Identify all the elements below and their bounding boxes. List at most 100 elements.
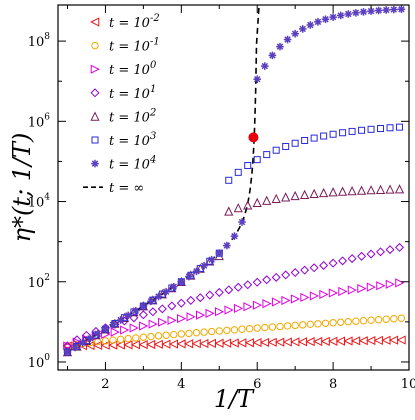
data-point	[397, 314, 406, 322]
data-point	[283, 322, 292, 330]
data-point	[263, 151, 271, 159]
data-point-stroke	[132, 307, 140, 314]
data-point-stroke	[155, 293, 162, 300]
data-point	[375, 184, 386, 194]
legend-exponent: 3	[150, 131, 156, 142]
data-point	[336, 318, 345, 326]
data-point	[376, 247, 386, 257]
series-0	[62, 335, 406, 351]
data-point	[374, 316, 383, 324]
data-point	[385, 279, 395, 289]
data-point	[396, 123, 404, 131]
data-point	[167, 301, 177, 311]
data-point	[124, 311, 132, 320]
data-point	[101, 325, 110, 334]
series-6	[63, 5, 406, 356]
data-point	[290, 294, 301, 304]
data-point	[170, 330, 178, 339]
data-point-stroke	[208, 256, 215, 263]
data-point	[252, 300, 263, 310]
data-point	[177, 277, 186, 286]
data-point-stroke	[231, 232, 238, 240]
data-point	[90, 17, 100, 27]
data-point	[91, 136, 99, 144]
data-point-stroke	[390, 6, 398, 13]
legend-entry-label: t = 100	[109, 60, 157, 78]
data-point	[139, 333, 148, 341]
legend-entry-label: t = ∞	[109, 181, 144, 196]
data-point	[253, 156, 261, 164]
data-point-stroke	[253, 75, 261, 83]
data-point	[271, 297, 282, 307]
data-point	[238, 325, 246, 333]
data-point	[348, 127, 356, 135]
data-point	[124, 334, 132, 343]
data-point	[185, 329, 193, 338]
data-point	[214, 287, 224, 297]
data-point	[109, 336, 117, 344]
data-point	[177, 313, 187, 324]
data-point	[154, 292, 163, 301]
legend-exponent: -2	[150, 13, 160, 24]
data-point	[110, 327, 120, 337]
data-point-stroke	[178, 278, 185, 285]
data-point	[281, 192, 291, 202]
y-axis-label-group: η*(t; 1/T)	[8, 133, 36, 243]
data-point	[347, 254, 357, 264]
data-point	[337, 186, 348, 196]
data-point	[358, 126, 366, 134]
data-point-stroke	[223, 242, 231, 249]
legend-exponent: 0	[150, 60, 157, 71]
data-point	[186, 312, 196, 322]
x-tick-label: 10	[401, 377, 415, 392]
data-point	[314, 320, 322, 328]
data-point	[233, 303, 244, 314]
data-point	[200, 261, 208, 270]
data-point-stroke	[352, 9, 360, 17]
data-point	[272, 146, 280, 154]
data-point	[101, 337, 110, 345]
data-point-stroke	[64, 348, 71, 356]
data-point	[359, 8, 368, 16]
legend-exponent: 4	[149, 155, 156, 166]
data-point	[192, 267, 201, 276]
legend-exponent: 2	[149, 107, 156, 118]
data-point	[224, 206, 234, 216]
data-point	[319, 187, 329, 198]
legend-entry-label: t = 103	[109, 131, 156, 149]
data-point	[283, 35, 292, 44]
data-point	[390, 315, 398, 323]
data-point	[390, 5, 398, 14]
data-point-stroke	[291, 30, 299, 37]
data-point-stroke	[398, 6, 405, 13]
data-point	[397, 5, 406, 14]
data-point	[120, 325, 130, 335]
x-tick-label: 2	[101, 377, 109, 392]
data-point	[366, 282, 376, 292]
data-point-stroke	[284, 36, 291, 43]
data-point	[90, 64, 100, 74]
data-point	[329, 319, 337, 327]
data-point	[395, 278, 405, 288]
data-point	[290, 190, 300, 201]
data-point	[81, 330, 91, 340]
data-point	[230, 232, 239, 240]
data-point	[157, 304, 167, 314]
data-point	[339, 129, 347, 137]
data-point	[224, 285, 234, 295]
data-point	[215, 327, 223, 335]
data-point	[233, 282, 243, 292]
data-point-stroke	[109, 321, 117, 328]
data-point	[252, 197, 262, 207]
data-point	[367, 125, 375, 133]
data-point	[291, 139, 299, 147]
data-point	[352, 317, 360, 325]
y-tick-exponent: 0	[44, 353, 50, 363]
data-point-stroke	[307, 21, 314, 29]
data-point-stroke	[102, 326, 109, 333]
data-point	[131, 306, 140, 315]
data-point	[224, 305, 234, 315]
data-point	[281, 295, 291, 306]
data-point	[261, 323, 269, 332]
